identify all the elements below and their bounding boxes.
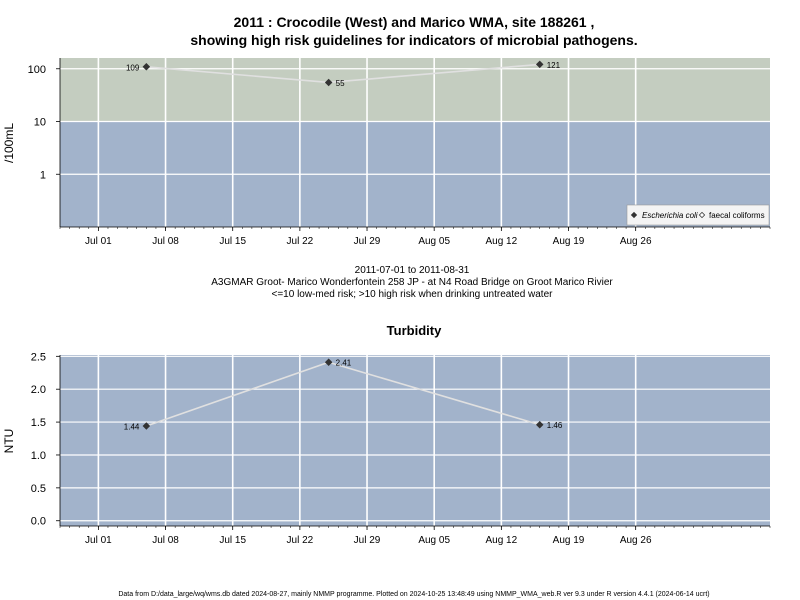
data-label: 121	[547, 61, 561, 70]
legend-marker-ecoli	[630, 211, 638, 219]
x-tick-label: Jul 22	[287, 236, 314, 247]
y-tick-label: 100	[28, 64, 46, 76]
microbial-panel: Jul 01 Jul 08 Jul 15 Jul 22 Jul 29 Aug 05 Aug …	[2, 58, 771, 247]
date-range-caption: 2011-07-01 to 2011-08-31	[355, 265, 470, 276]
data-point	[324, 78, 333, 87]
x-tick-label: Jul 29	[354, 236, 381, 247]
legend-label-faecal: faecal coliforms	[709, 211, 765, 220]
legend-marker-faecal	[698, 211, 706, 219]
data-point	[142, 422, 151, 430]
y-tick-label: 0.5	[31, 483, 46, 495]
data-point	[142, 63, 151, 71]
data-label: 2.41	[336, 359, 352, 368]
x-tick-label: Jul 15	[219, 236, 246, 247]
x-tick-label: Jul 22	[287, 535, 314, 546]
data-point	[324, 358, 333, 367]
chart-title-line2: showing high risk guidelines for indicat…	[190, 32, 637, 48]
x-tick-label: Jul 08	[152, 236, 179, 247]
x-tick-label: Aug 12	[485, 535, 517, 546]
data-label: 1.44	[124, 423, 140, 432]
y-tick-label: 1.5	[31, 417, 46, 429]
footer-note: Data from D:/data_large/wq/wms.db dated …	[118, 591, 709, 598]
y-tick-label: 0.0	[31, 516, 46, 528]
station-caption: A3GMAR Groot- Marico Wonderfontein 258 J…	[211, 277, 613, 288]
x-tick-label: Aug 26	[620, 236, 652, 247]
x-tick-label: Aug 12	[485, 236, 517, 247]
y-axis-label: /100mL	[2, 123, 16, 163]
y-tick-label: 1.0	[31, 450, 46, 462]
legend-label-ecoli: Escherichia coli	[642, 211, 698, 220]
turbidity-title: Turbidity	[387, 323, 442, 338]
y-tick-label: 1	[40, 169, 46, 181]
legend-box	[626, 204, 770, 226]
high-risk-band	[60, 58, 770, 122]
y-axis-label: NTU	[2, 429, 16, 454]
x-tick-label: Aug 05	[418, 535, 450, 546]
data-label: 55	[336, 79, 345, 88]
data-point	[535, 420, 544, 429]
legend: Escherichia coli faecal coliforms	[626, 204, 770, 226]
x-tick-label: Jul 08	[152, 535, 179, 546]
x-tick-label: Aug 19	[553, 535, 585, 546]
data-point	[535, 60, 544, 69]
y-tick-label: 10	[34, 117, 46, 129]
turbidity-panel: Jul 01 Jul 08 Jul 15 Jul 22 Jul 29 Aug 05 Aug …	[2, 351, 771, 546]
plot-background	[60, 355, 770, 526]
x-tick-label: Jul 15	[219, 535, 246, 546]
y-tick-label: 2.0	[31, 384, 46, 396]
x-tick-label: Aug 26	[620, 535, 652, 546]
x-tick-label: Aug 05	[418, 236, 450, 247]
data-label: 109	[126, 63, 140, 72]
data-label: 1.46	[547, 421, 563, 430]
x-tick-label: Aug 19	[553, 236, 585, 247]
y-tick-label: 2.5	[31, 351, 46, 363]
x-tick-label: Jul 01	[85, 535, 112, 546]
x-tick-label: Jul 01	[85, 236, 112, 247]
risk-note-caption: <=10 low-med risk; >10 high risk when dr…	[272, 289, 554, 300]
chart-title-line1: 2011 : Crocodile (West) and Marico WMA, …	[234, 14, 595, 30]
x-tick-label: Jul 29	[354, 535, 381, 546]
